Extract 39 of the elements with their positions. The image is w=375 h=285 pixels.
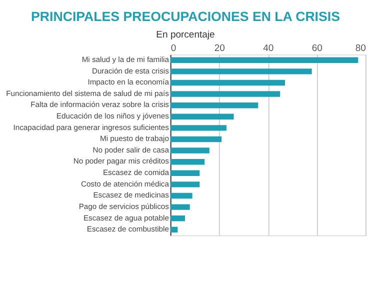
bar — [170, 226, 178, 233]
bar — [170, 57, 358, 63]
bar — [170, 204, 190, 210]
bar — [170, 158, 205, 165]
chart-title: PRINCIPALES PREOCUPACIONES EN LA CRISIS — [31, 9, 340, 24]
bar — [170, 192, 192, 199]
bar — [170, 114, 234, 120]
y-tick-label: Costo de atención médica — [80, 179, 170, 188]
y-tick-label: Mi puesto de trabajo — [100, 134, 169, 144]
bar — [170, 80, 285, 86]
y-tick-label: Escasez de medicinas — [93, 190, 170, 200]
bar — [170, 216, 185, 222]
y-tick-label: Incapacidad para generar ingresos suficientes — [13, 122, 170, 132]
x-tick-label: 80 — [355, 43, 366, 54]
bar — [170, 91, 280, 97]
y-tick-label: Mi salud y la de mi familia — [82, 55, 170, 64]
y-tick-label: Escasez de comida — [102, 168, 170, 178]
x-tick-label: 40 — [263, 43, 274, 54]
y-tick-label: Escasez de combustible — [86, 224, 169, 234]
bar — [170, 182, 200, 188]
bar — [170, 68, 312, 74]
x-tick-label: 0 — [170, 43, 176, 54]
bar — [170, 136, 222, 142]
y-tick-label: Educación de los niños y jóvenes — [56, 112, 170, 121]
bar — [170, 148, 210, 154]
y-tick-label: No poder pagar mis créditos — [73, 156, 170, 166]
y-tick-label: Falta de información veraz sobre la crisis — [30, 100, 170, 110]
y-tick-label: Funcionamiento del sistema de salud de mi país — [6, 88, 170, 98]
y-tick-label: Duración de esta crisis — [92, 66, 170, 76]
chart-subtitle: En porcentaje — [156, 29, 215, 40]
y-tick-label: Escasez de agua potable — [83, 213, 169, 222]
bar — [170, 170, 200, 176]
bar — [170, 102, 258, 108]
y-tick-label: Impacto en la economía — [88, 78, 170, 87]
y-tick-label: No poder salir de casa — [92, 145, 170, 154]
y-tick-label: Pago de servicios públicos — [78, 202, 170, 211]
x-tick-label: 20 — [214, 43, 225, 54]
x-tick-label: 60 — [312, 43, 322, 54]
bar — [170, 125, 226, 131]
